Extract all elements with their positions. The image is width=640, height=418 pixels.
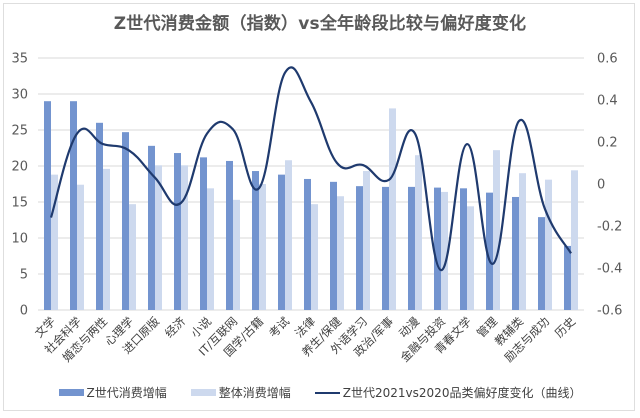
- bar-overall: [129, 204, 136, 310]
- y-axis-left-tick: 10: [11, 232, 28, 247]
- bar-overall: [337, 196, 344, 310]
- bar-overall: [311, 204, 318, 310]
- x-axis-category-label: 历史: [552, 314, 579, 341]
- bar-overall: [233, 199, 240, 310]
- legend-item-overall: 整体消费增幅: [190, 384, 291, 401]
- bar-overall: [51, 174, 58, 310]
- legend-swatch-gen-z-bar-icon: [58, 389, 84, 396]
- bar-overall: [155, 165, 162, 310]
- bar-overall: [259, 184, 266, 310]
- x-axis-category-label: 经济: [162, 314, 189, 341]
- bar-gen-z: [148, 145, 155, 310]
- bar-gen-z: [434, 187, 441, 310]
- bar-gen-z: [486, 192, 493, 310]
- y-axis-left-tick: 15: [11, 196, 28, 211]
- legend-item-gen-z: Z世代消费增幅: [58, 384, 167, 401]
- bar-gen-z: [226, 160, 233, 310]
- bar-overall: [207, 188, 214, 310]
- bar-gen-z: [304, 178, 311, 310]
- bar-overall: [467, 206, 474, 310]
- bar-overall: [545, 179, 552, 310]
- bar-overall: [441, 191, 448, 310]
- bar-gen-z: [538, 217, 545, 310]
- y-axis-left-tick: 20: [11, 160, 28, 175]
- bar-gen-z: [70, 101, 77, 310]
- bar-gen-z: [330, 181, 337, 310]
- y-axis-left-tick: 25: [11, 124, 28, 139]
- y-axis-left-tick: 0: [20, 304, 28, 319]
- bar-overall: [181, 165, 188, 310]
- bar-gen-z: [382, 186, 389, 310]
- bar-overall: [519, 173, 526, 310]
- bar-gen-z: [512, 196, 519, 310]
- bar-overall: [415, 155, 422, 310]
- chart-legend: Z世代消费增幅 整体消费增幅 Z世代2021vs2020品类偏好度变化（曲线）: [0, 384, 640, 401]
- legend-swatch-line-icon: [314, 391, 340, 394]
- y-axis-right-tick: 0: [597, 178, 605, 193]
- bar-overall: [493, 150, 500, 310]
- y-axis-right-tick: -0.4: [597, 262, 622, 277]
- bar-gen-z: [564, 245, 571, 310]
- bar-gen-z: [122, 132, 129, 310]
- bar-gen-z: [96, 122, 103, 310]
- bar-gen-z: [44, 101, 51, 310]
- y-axis-left-tick: 30: [11, 88, 28, 103]
- preference-change-line: [49, 66, 572, 272]
- legend-label-gen-z: Z世代消费增幅: [86, 386, 167, 400]
- bar-overall: [285, 160, 292, 310]
- bar-overall: [571, 170, 578, 310]
- bar-gen-z: [460, 188, 467, 310]
- bar-gen-z: [174, 153, 181, 310]
- y-axis-right-tick: -0.2: [597, 220, 622, 235]
- chart-title: Z世代消费金额（指数）vs全年龄段比较与偏好度变化: [113, 14, 527, 34]
- y-axis-right-tick: 0.4: [597, 94, 618, 109]
- y-axis-left-tick: 35: [11, 52, 28, 67]
- legend-label-line: Z世代2021vs2020品类偏好度变化（曲线）: [342, 386, 582, 400]
- legend-label-overall: 整体消费增幅: [218, 386, 291, 400]
- x-axis-category-label: 考试: [266, 314, 293, 341]
- bar-gen-z: [252, 171, 259, 310]
- legend-item-line: Z世代2021vs2020品类偏好度变化（曲线）: [314, 384, 582, 401]
- bar-overall: [363, 171, 370, 310]
- bar-gen-z: [200, 157, 207, 310]
- bar-overall: [77, 184, 84, 310]
- bar-overall: [103, 168, 110, 310]
- y-axis-right-tick: 0.2: [597, 136, 618, 151]
- bar-overall: [389, 108, 396, 311]
- y-axis-right-tick: -0.6: [597, 304, 622, 319]
- bar-gen-z: [408, 186, 415, 310]
- y-axis-right-tick: 0.6: [597, 52, 618, 67]
- bar-gen-z: [356, 186, 363, 310]
- bar-gen-z: [278, 174, 285, 310]
- legend-swatch-overall-bar-icon: [190, 389, 216, 396]
- y-axis-left-tick: 5: [20, 268, 28, 283]
